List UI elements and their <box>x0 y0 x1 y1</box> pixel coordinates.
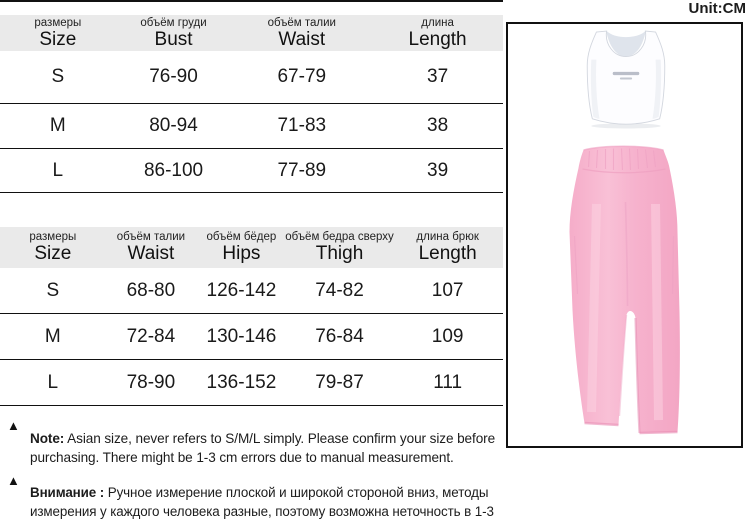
note-russian-label: Внимание : <box>30 485 105 501</box>
cell-bust: 80-94 <box>149 115 198 136</box>
header-size-en: Size <box>39 28 77 50</box>
note-russian: Внимание : Ручное измерение плоской и ши… <box>30 483 508 527</box>
note-triangle-icon: ▲ <box>7 418 20 433</box>
bottom-table-header: размеры Size объём талии Waist объём бёд… <box>0 227 503 268</box>
header-size-ru: размеры <box>34 16 82 29</box>
header-bust-en: Bust <box>154 28 193 50</box>
header-hips-ru: объём бёдер <box>206 231 277 243</box>
header-waist: объём талии Waist <box>231 17 372 50</box>
cell-length: 38 <box>427 115 449 136</box>
cell-length: 39 <box>427 159 449 181</box>
cell-length: 111 <box>433 371 463 393</box>
header-thigh-ru: объём бедра сверху <box>285 231 394 243</box>
table-top-rule <box>0 0 503 2</box>
table-row: S 68-80 126-142 74-82 107 <box>0 268 503 314</box>
cell-hips: 136-152 <box>206 371 277 393</box>
header-length: длина Length <box>372 17 503 50</box>
table-row: L 78-90 136-152 79-87 111 <box>0 360 503 406</box>
table-row: M 80-94 71-83 38 <box>0 104 503 149</box>
header-length-en: Length <box>408 28 467 50</box>
table-row: S 76-90 67-79 37 <box>0 51 503 104</box>
cell-size: M <box>49 115 66 136</box>
cell-size: L <box>52 159 64 181</box>
cell-waist: 72-84 <box>126 325 176 347</box>
cell-waist: 71-83 <box>277 115 327 136</box>
cell-thigh: 79-87 <box>315 371 364 393</box>
cell-waist: 78-90 <box>126 371 176 393</box>
cell-bust: 86-100 <box>143 159 204 181</box>
cell-thigh: 74-82 <box>315 279 364 301</box>
header-size-ru: размеры <box>29 231 77 243</box>
cell-size: L <box>47 371 59 393</box>
note-english-label: Note: <box>30 430 65 446</box>
cell-hips: 126-142 <box>206 279 277 301</box>
cell-hips: 130-146 <box>206 325 277 347</box>
bottom-size-table: размеры Size объём талии Waist объём бёд… <box>0 227 503 406</box>
pink-pants-image <box>569 145 680 435</box>
note-russian-text: Ручное измерение плоской и широкой сторо… <box>30 485 494 527</box>
table-row: M 72-84 130-146 76-84 109 <box>0 314 503 360</box>
cell-bust: 76-90 <box>149 66 198 87</box>
crop-tank-top-image <box>586 30 666 129</box>
header-thigh-en: Thigh <box>315 243 364 265</box>
header-size: размеры Size <box>0 17 116 50</box>
cell-thigh: 76-84 <box>315 325 364 347</box>
cell-size: S <box>46 279 60 301</box>
top-table-header: размеры Size объём груди Bust объём тали… <box>0 15 503 51</box>
header-length-ru: длина брюк <box>416 231 479 243</box>
cell-length: 107 <box>431 279 464 301</box>
cell-waist: 68-80 <box>126 279 176 301</box>
unit-label: Unit:CM <box>688 0 746 17</box>
attention-triangle-icon: ▲ <box>7 473 20 488</box>
cell-size: S <box>51 66 65 87</box>
header-length: длина брюк Length <box>392 231 503 264</box>
header-bust: объём груди Bust <box>116 17 232 50</box>
cell-waist: 67-79 <box>277 66 327 87</box>
header-size-en: Size <box>34 243 72 265</box>
header-size: размеры Size <box>0 231 106 264</box>
note-english-text: Asian size, never refers to S/M/L simply… <box>30 430 496 465</box>
cell-length: 37 <box>427 66 449 87</box>
header-hips-en: Hips <box>222 243 261 265</box>
table-row: L 86-100 77-89 39 <box>0 149 503 193</box>
cell-waist: 77-89 <box>277 159 327 181</box>
header-bust-ru: объём груди <box>140 16 207 29</box>
cell-length: 109 <box>431 325 464 347</box>
cell-size: M <box>44 325 61 347</box>
header-hips: объём бёдер Hips <box>196 231 287 264</box>
header-waist-en: Waist <box>127 243 175 265</box>
header-waist: объём талии Waist <box>106 231 197 264</box>
header-length-en: Length <box>418 243 477 265</box>
header-waist-ru: объём талии <box>267 16 336 29</box>
header-length-ru: длина <box>421 16 454 29</box>
top-size-table: размеры Size объём груди Bust объём тали… <box>0 0 503 193</box>
product-image-panel <box>506 22 743 448</box>
note-english: Note: Asian size, never refers to S/M/L … <box>30 429 506 468</box>
header-waist-ru: объём талии <box>116 231 186 243</box>
header-waist-en: Waist <box>278 28 326 50</box>
header-thigh: объём бедра сверху Thigh <box>285 231 394 265</box>
